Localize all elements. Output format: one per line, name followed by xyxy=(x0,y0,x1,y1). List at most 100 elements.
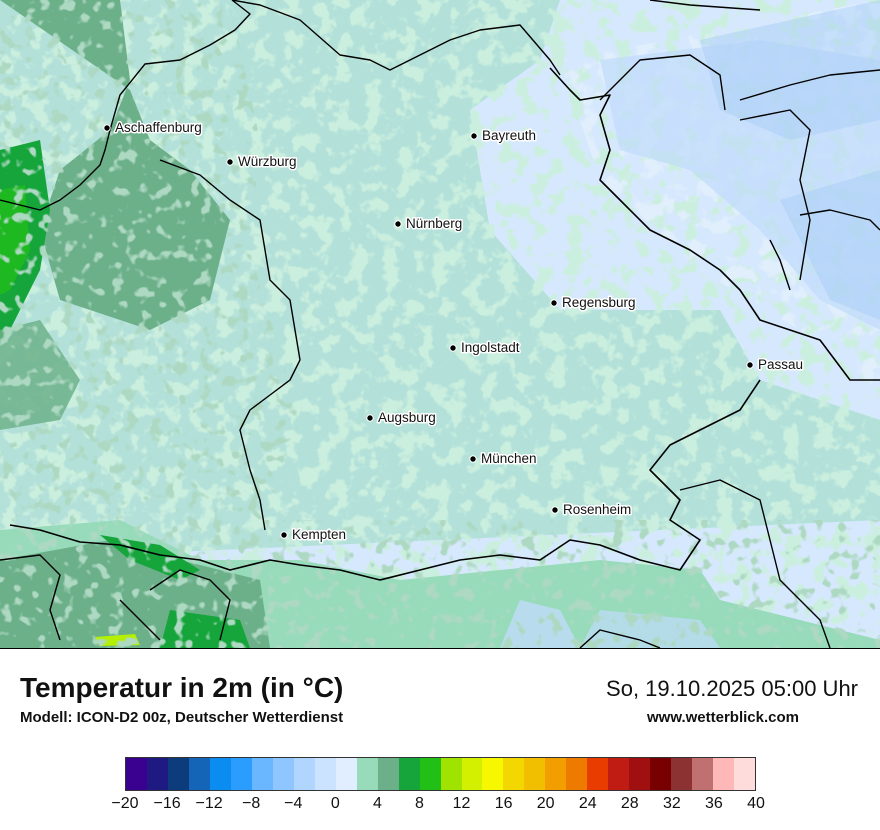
legend-swatch xyxy=(608,758,630,790)
legend-swatch xyxy=(671,758,693,790)
legend-swatch xyxy=(713,758,735,790)
legend-swatch xyxy=(230,758,252,790)
temperature-legend: −20 −16 −12 −8 −4 0 4 8 12 16 20 24 28 32 36 40 xyxy=(111,757,765,812)
cool-area-east xyxy=(600,0,880,330)
city-label: Aschaffenburg xyxy=(115,120,202,135)
legend-swatch xyxy=(335,758,357,790)
legend-tick-label: 4 xyxy=(372,795,382,812)
city-dot xyxy=(366,414,374,422)
legend-tick-label: −16 xyxy=(153,795,181,812)
legend-tick-label: 36 xyxy=(705,795,723,812)
legend-swatch xyxy=(272,758,294,790)
city-label-halo: Rosenheim xyxy=(563,502,631,517)
city-label: Bayreuth xyxy=(482,128,536,143)
city-label-halo: Aschaffenburg xyxy=(115,120,202,135)
city-dot xyxy=(226,158,234,166)
city-label: München xyxy=(481,451,537,466)
legend-swatch xyxy=(356,758,378,790)
legend-swatch xyxy=(440,758,462,790)
legend-swatch xyxy=(629,758,651,790)
legend-tick-label: −20 xyxy=(111,795,139,812)
city-label-halo: Regensburg xyxy=(562,295,636,310)
website-credit: www.wetterblick.com xyxy=(647,709,799,726)
legend-swatch xyxy=(650,758,672,790)
legend-tick-label: 20 xyxy=(536,795,555,812)
model-info: Modell: ICON-D2 00z, Deutscher Wetterdie… xyxy=(20,709,344,726)
legend-tick-label: −4 xyxy=(284,795,303,812)
legend-tick-labels: −20 −16 −12 −8 −4 0 4 8 12 16 20 24 28 32 36 40 xyxy=(111,795,764,815)
legend-swatch xyxy=(126,758,147,790)
city-label: Würzburg xyxy=(238,154,297,169)
city-label-halo: Würzburg xyxy=(238,154,297,169)
legend-tick-label: 28 xyxy=(620,795,639,812)
city-label-halo: Passau xyxy=(758,357,803,372)
legend-swatch xyxy=(398,758,420,790)
legend-tick-label: 24 xyxy=(578,795,597,812)
legend-tick-label: 40 xyxy=(747,795,765,812)
city-label: Augsburg xyxy=(378,410,436,425)
city-dot xyxy=(394,220,402,228)
city-dot xyxy=(550,299,558,307)
city-label: Kempten xyxy=(292,527,346,542)
forecast-datetime: So, 19.10.2025 05:00 Uhr xyxy=(606,676,858,701)
city-dot xyxy=(551,506,559,514)
legend-tick-label: 16 xyxy=(494,795,513,812)
city-dot xyxy=(469,455,477,463)
city-dot xyxy=(470,132,478,140)
city-label-halo: Bayreuth xyxy=(482,128,536,143)
legend-swatch xyxy=(314,758,336,790)
weather-map: Aschaffenburg Aschaffenburg Würzburg Würzbu… xyxy=(0,0,880,649)
legend-swatch xyxy=(482,758,504,790)
city-label-halo: Nürnberg xyxy=(406,216,462,231)
city-label-halo: Augsburg xyxy=(378,410,436,425)
state-borders xyxy=(0,0,880,648)
legend-swatch xyxy=(734,758,756,790)
city-dot xyxy=(103,124,111,132)
legend-swatch xyxy=(293,758,315,790)
legend-swatch xyxy=(503,758,525,790)
legend-tick-label: 32 xyxy=(662,795,681,812)
legend-tick-label: −8 xyxy=(242,795,261,812)
city-label-halo: München xyxy=(481,451,537,466)
city-label: Nürnberg xyxy=(406,216,462,231)
legend-tick-label: 0 xyxy=(330,795,340,812)
legend-color-bar xyxy=(125,757,756,791)
legend-swatch xyxy=(692,758,714,790)
legend-swatch xyxy=(524,758,546,790)
legend-swatch xyxy=(419,758,441,790)
city-label-halo: Kempten xyxy=(292,527,346,542)
city-label: Ingolstadt xyxy=(461,340,520,355)
legend-swatch xyxy=(461,758,483,790)
city-dot xyxy=(746,361,754,369)
legend-swatch xyxy=(146,758,168,790)
legend-swatch xyxy=(545,758,567,790)
legend-swatch xyxy=(251,758,273,790)
city-label: Regensburg xyxy=(562,295,636,310)
city-label: Rosenheim xyxy=(563,502,631,517)
alps-area xyxy=(0,520,880,648)
legend-swatch xyxy=(566,758,588,790)
west-hills xyxy=(0,0,300,560)
legend-swatch xyxy=(188,758,210,790)
city-dot xyxy=(280,531,288,539)
city-label: Passau xyxy=(758,357,803,372)
legend-swatch xyxy=(167,758,189,790)
city-dot xyxy=(449,344,457,352)
legend-tick-label: 8 xyxy=(415,795,424,812)
legend-tick-label: 12 xyxy=(452,795,471,812)
map-title: Temperatur in 2m (in °C) xyxy=(20,672,344,703)
legend-swatch xyxy=(209,758,231,790)
legend-swatch xyxy=(587,758,609,790)
